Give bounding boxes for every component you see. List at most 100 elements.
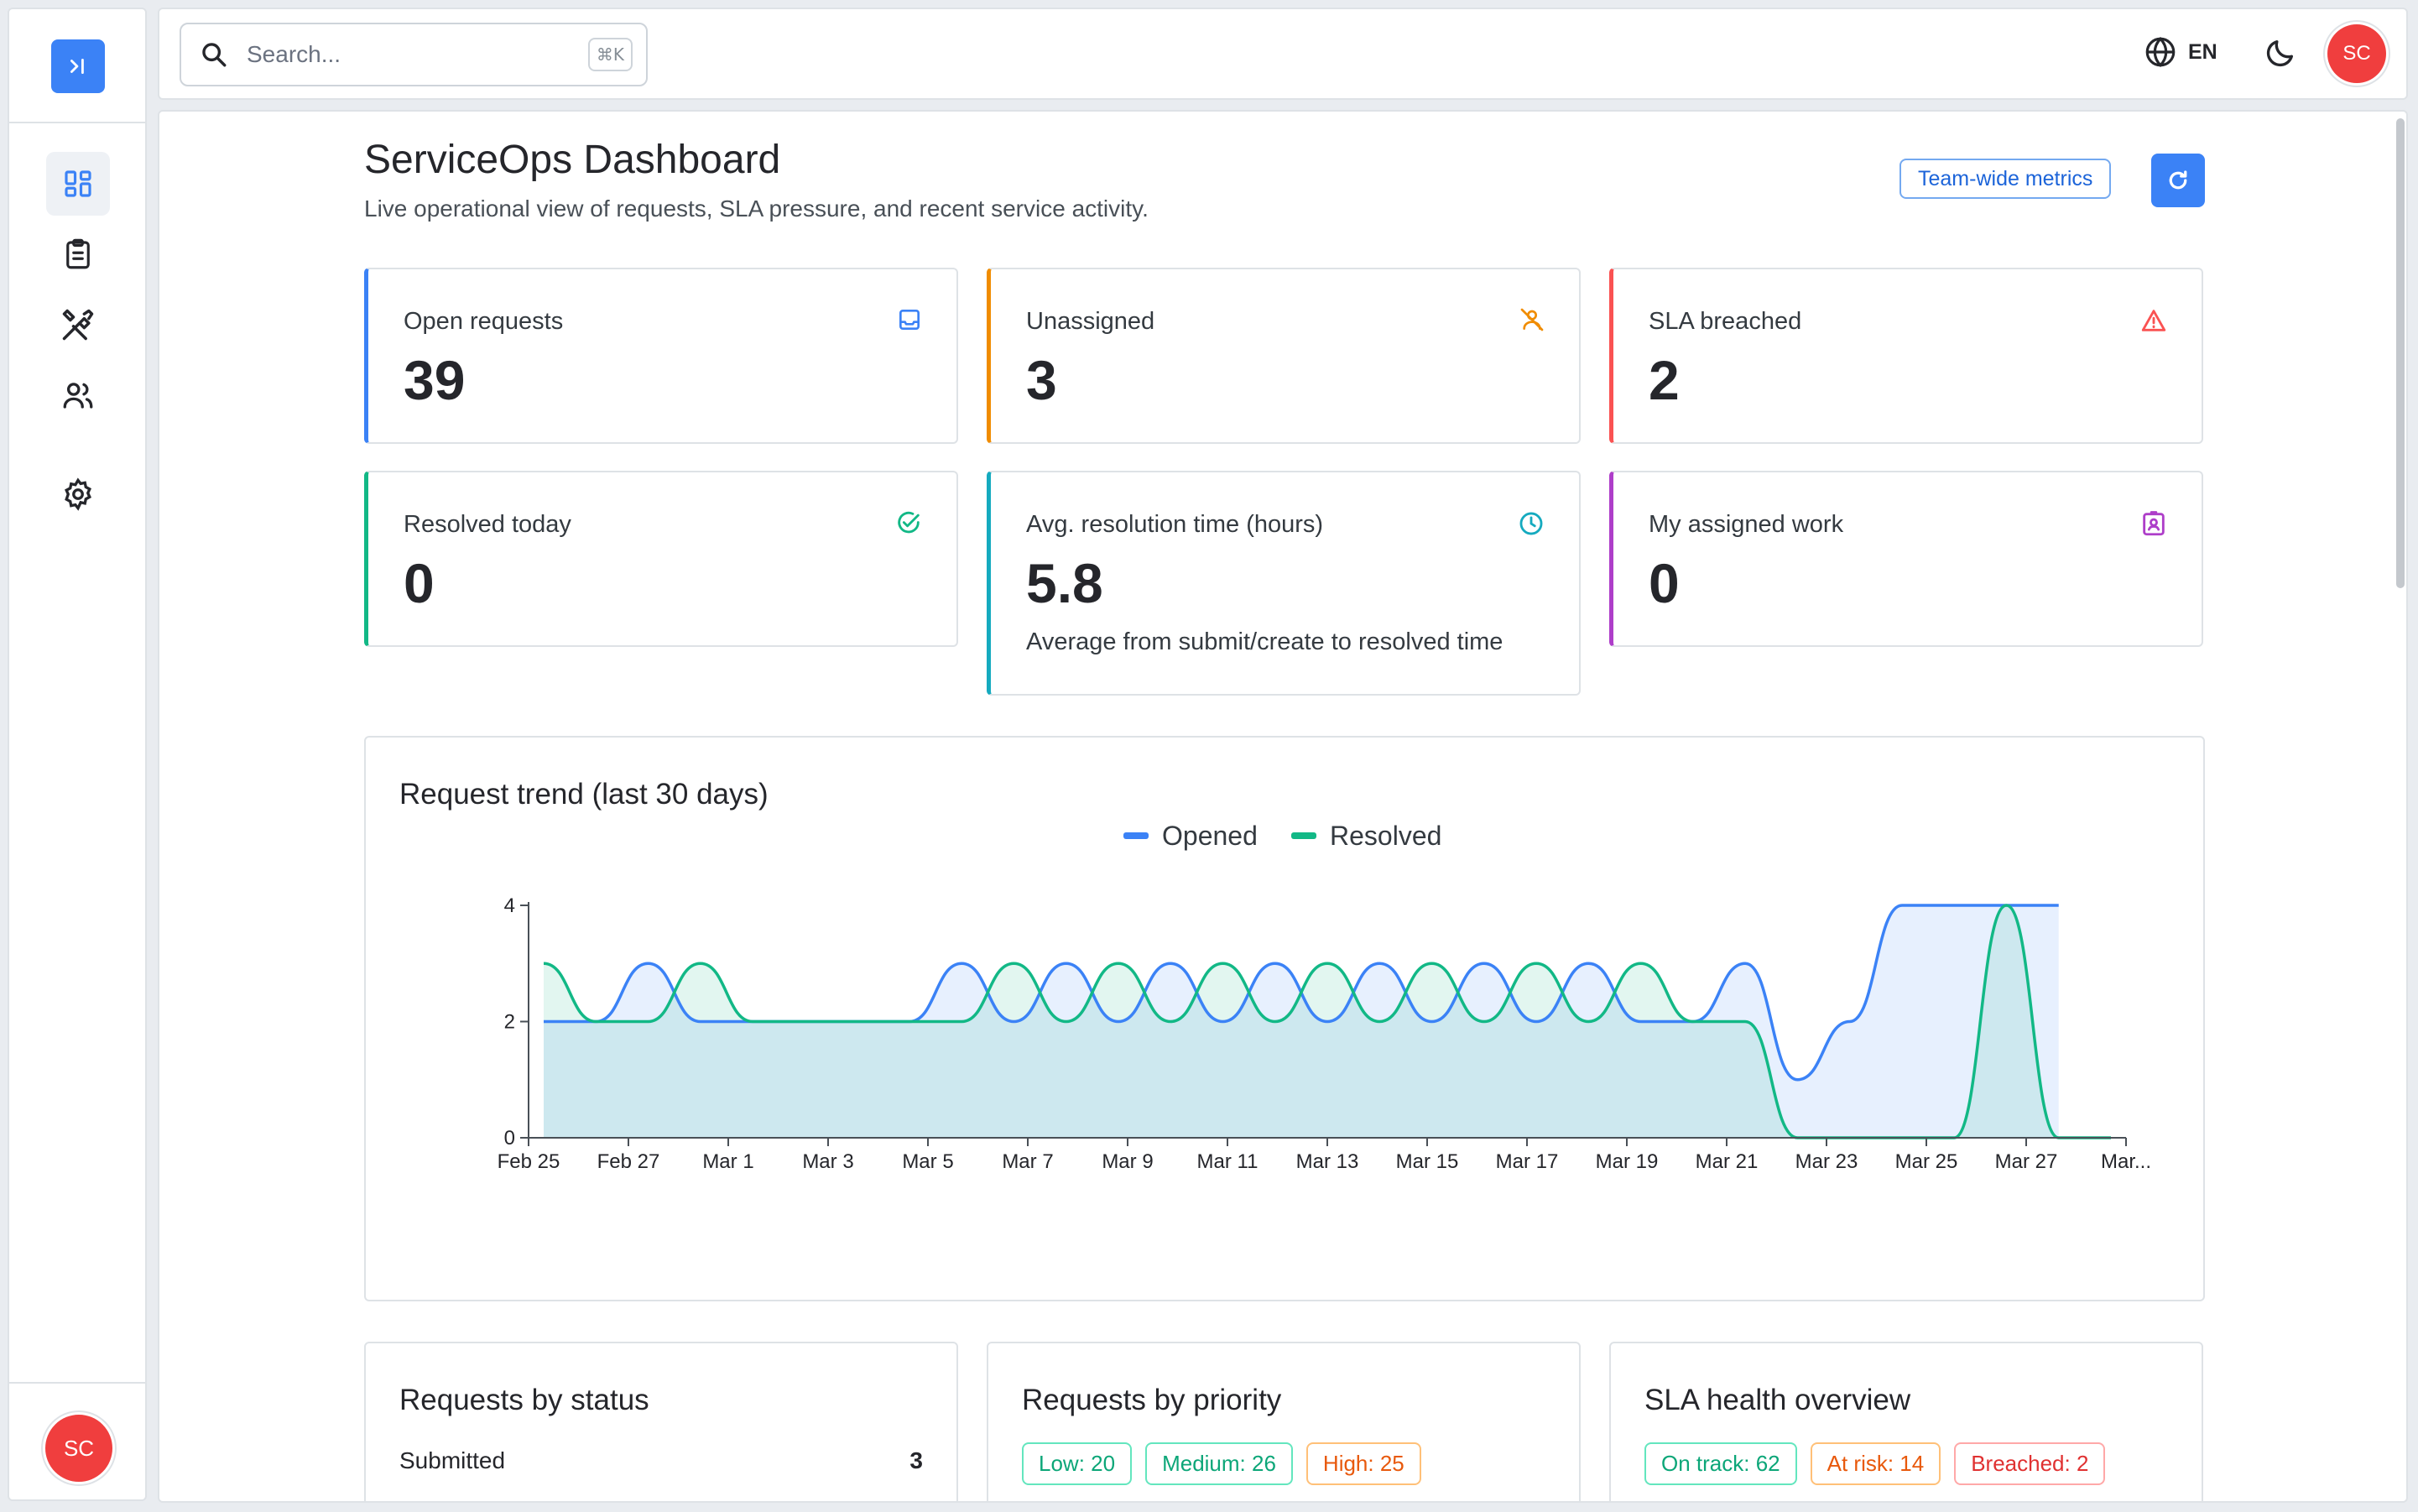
x-tick-label: Mar 3	[802, 1150, 853, 1173]
stat-label: Resolved today	[404, 511, 571, 538]
y-tick-label: 0	[504, 1127, 515, 1150]
x-tick-label: Mar 5	[902, 1150, 953, 1173]
stat-value: 0	[404, 552, 435, 614]
status-label: Submitted	[399, 1447, 506, 1473]
check-circle-icon	[898, 511, 920, 534]
card-title: Requests by status	[399, 1384, 649, 1416]
search-placeholder: Search...	[247, 41, 341, 67]
priority-pill-low: Low: 20	[1022, 1442, 1133, 1485]
stat-card-resolved-today: Resolved today 0	[364, 471, 958, 647]
sla-pill-on-track: On track: 62	[1644, 1442, 1797, 1485]
requests-by-status-card: Requests by status Submitted 3	[364, 1342, 958, 1501]
x-tick-label: Mar 15	[1396, 1150, 1459, 1173]
stat-card-unassigned: Unassigned 3	[987, 268, 1581, 444]
sidebar-item-users[interactable]	[46, 363, 110, 427]
stat-value: 0	[1649, 552, 1680, 614]
moon-icon	[2266, 40, 2293, 67]
request-trend-chart: Opened Resolved 0 2 4 Feb 25 Feb 27 Mar 1 Mar 3 M…	[498, 821, 2151, 1173]
scrollbar[interactable]	[2396, 118, 2405, 588]
sidebar-item-services[interactable]	[46, 293, 110, 357]
card-title: SLA health overview	[1644, 1384, 1911, 1416]
user-off-icon	[1520, 308, 1544, 331]
sidebar: SC	[8, 8, 147, 1501]
main-content: ServiceOps Dashboard Live operational vi…	[158, 110, 2408, 1503]
sla-health-card: SLA health overview On track: 62 At risk…	[1609, 1342, 2203, 1501]
topbar: Search... ⌘K EN SC	[158, 8, 2408, 100]
x-tick-label: Mar 1	[702, 1150, 753, 1173]
x-tick-label: Mar 13	[1296, 1150, 1359, 1173]
stat-label: SLA breached	[1649, 308, 1802, 335]
legend-label-resolved: Resolved	[1330, 821, 1441, 851]
chart-title: Request trend (last 30 days)	[399, 778, 769, 811]
sidebar-item-settings[interactable]	[46, 462, 110, 526]
clipboard-icon	[66, 238, 90, 269]
language-label: EN	[2188, 39, 2217, 64]
chevron-right-bar-icon	[70, 59, 84, 74]
language-switcher[interactable]: EN	[2143, 34, 2217, 70]
priority-pill-medium: Medium: 26	[1145, 1442, 1293, 1485]
x-tick-label: Mar 11	[1197, 1150, 1259, 1173]
search-icon	[202, 43, 227, 67]
theme-toggle[interactable]	[2264, 36, 2297, 74]
stat-card-sla-breached: SLA breached 2	[1609, 268, 2203, 444]
legend-swatch-opened	[1123, 832, 1149, 839]
stat-card-avg-resolution: Avg. resolution time (hours) 5.8 Average…	[987, 471, 1581, 696]
sla-pill-at-risk: At risk: 14	[1810, 1442, 1941, 1485]
request-trend-card: Request trend (last 30 days) Opened Resol…	[364, 736, 2205, 1301]
x-tick-label: Mar 21	[1696, 1150, 1759, 1173]
tools-icon	[62, 309, 94, 341]
search-shortcut: ⌘K	[587, 38, 633, 71]
globe-icon	[2145, 36, 2176, 68]
y-tick-label: 4	[504, 894, 515, 917]
gear-icon	[65, 477, 91, 511]
user-avatar[interactable]: SC	[2327, 24, 2386, 83]
stat-label: Open requests	[404, 308, 564, 335]
stat-card-my-work: My assigned work 0	[1609, 471, 2203, 647]
x-tick-label: Mar 7	[1002, 1150, 1053, 1173]
alert-triangle-icon	[2141, 310, 2166, 331]
sla-pill-breached: Breached: 2	[1954, 1442, 2106, 1485]
sidebar-divider	[9, 1382, 145, 1384]
stat-label: Unassigned	[1026, 308, 1155, 335]
refresh-button[interactable]	[2151, 154, 2205, 207]
inbox-icon	[899, 310, 920, 330]
x-tick-label: Mar 23	[1795, 1150, 1858, 1173]
sla-pills: On track: 62 At risk: 14 Breached: 2	[1644, 1442, 2106, 1485]
dashboard-icon	[65, 170, 91, 197]
id-badge-icon	[2143, 511, 2165, 536]
priority-pill-high: High: 25	[1305, 1442, 1421, 1485]
legend-label-opened: Opened	[1162, 821, 1258, 851]
scope-badge: Team-wide metrics	[1899, 159, 2112, 199]
x-tick-label: Feb 25	[498, 1150, 560, 1173]
series-area-opened	[544, 905, 2059, 1138]
sidebar-item-dashboard[interactable]	[46, 152, 110, 216]
sidebar-divider	[9, 122, 145, 123]
x-tick-label: Mar 27	[1995, 1150, 2058, 1173]
card-title: Requests by priority	[1022, 1384, 1282, 1416]
users-icon	[63, 383, 93, 409]
stat-value: 3	[1026, 349, 1057, 411]
page-subtitle: Live operational view of requests, SLA p…	[364, 196, 1149, 222]
x-tick-label: Feb 27	[597, 1150, 660, 1173]
status-count: 3	[909, 1447, 923, 1473]
status-row: Submitted 3	[399, 1447, 923, 1474]
y-tick-label: 2	[504, 1011, 515, 1034]
x-tick-label: Mar 25	[1895, 1150, 1958, 1173]
avatar[interactable]: SC	[43, 1412, 115, 1484]
stat-label: Avg. resolution time (hours)	[1026, 511, 1324, 538]
stat-value: 39	[404, 349, 466, 411]
search-input[interactable]: Search... ⌘K	[180, 23, 648, 86]
x-tick-label: Mar 17	[1496, 1150, 1559, 1173]
requests-by-priority-card: Requests by priority Low: 20 Medium: 26 …	[987, 1342, 1581, 1501]
stat-note: Average from submit/create to resolved t…	[1026, 628, 1503, 655]
stat-label: My assigned work	[1649, 511, 1844, 538]
sidebar-toggle-button[interactable]	[51, 39, 105, 93]
sidebar-item-requests[interactable]	[46, 222, 110, 286]
stat-card-open: Open requests 39	[364, 268, 958, 444]
x-tick-label: Mar 19	[1596, 1150, 1659, 1173]
page-title: ServiceOps Dashboard	[364, 138, 781, 182]
legend-swatch-resolved	[1291, 832, 1316, 839]
refresh-icon	[2169, 170, 2187, 190]
x-tick-label: Mar...	[2101, 1150, 2151, 1173]
clock-icon	[1519, 512, 1543, 535]
